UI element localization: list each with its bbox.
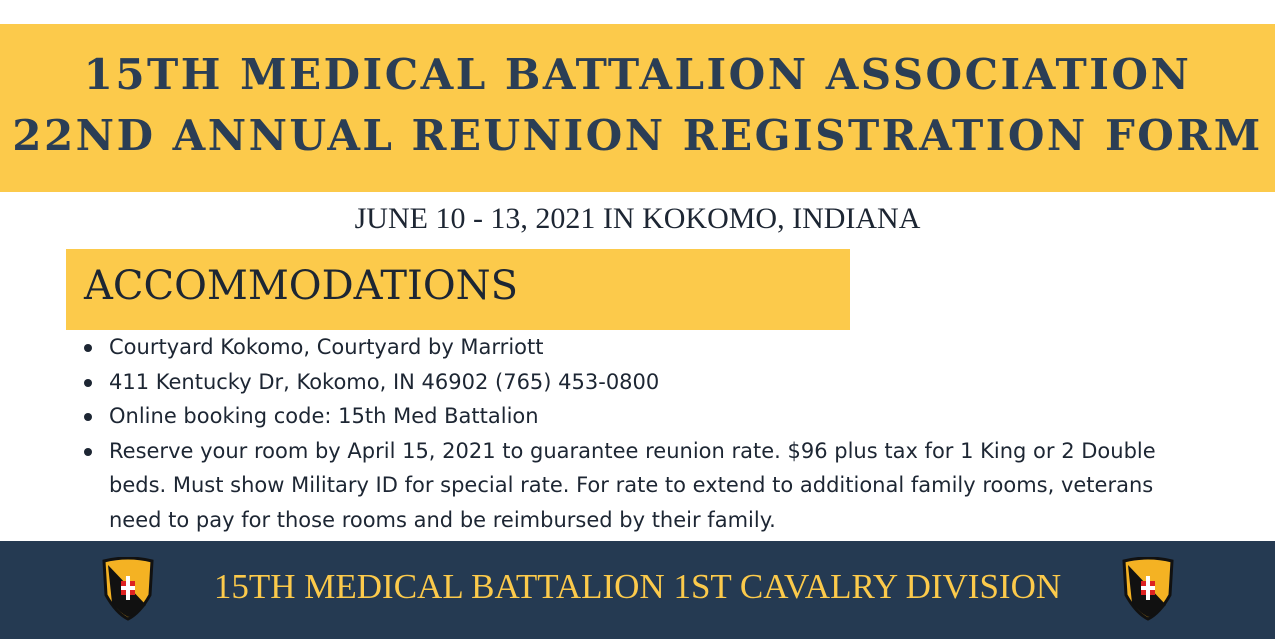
section-box: ACCOMMODATIONS <box>66 249 850 330</box>
item-list: Courtyard Kokomo, Courtyard by Marriott … <box>84 330 1184 538</box>
badge <box>102 557 154 621</box>
section-heading: ACCOMMODATIONS <box>84 263 519 309</box>
badge <box>1122 557 1174 621</box>
title-line: 22ND ANNUAL REUNION REGISTRATION FORM <box>12 111 1263 160</box>
footer-text: 15TH MEDICAL BATTALION 1ST CAVALRY DIVIS… <box>213 567 1062 606</box>
item: Reserve your room by April 15, 2021 to g… <box>84 434 1184 538</box>
item: Online booking code: 15th Med Battalion <box>84 399 1184 434</box>
subtitle: JUNE 10 - 13, 2021 IN KOKOMO, INDIANA <box>354 202 921 235</box>
item: Courtyard Kokomo, Courtyard by Marriott <box>84 330 1184 365</box>
title-line: 15TH MEDICAL BATTALION ASSOCIATION <box>83 50 1192 99</box>
header-band <box>0 24 1275 192</box>
footer: 15TH MEDICAL BATTALION 1ST CAVALRY DIVIS… <box>0 541 1275 639</box>
item: 411 Kentucky Dr, Kokomo, IN 46902 (765) … <box>84 365 1184 400</box>
